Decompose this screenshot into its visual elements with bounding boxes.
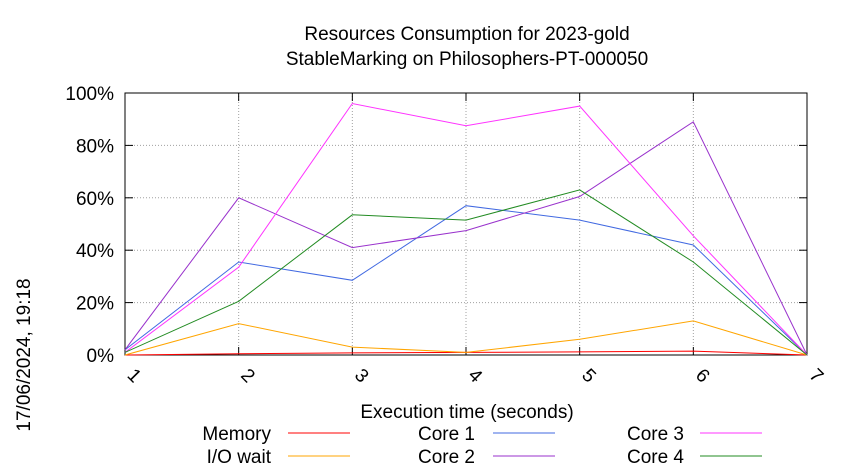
- legend-entry: Core 1: [418, 424, 555, 445]
- x-tick-label: 6: [691, 365, 713, 387]
- chart-subtitle: StableMarking on Philosophers-PT-000050: [286, 49, 648, 70]
- x-tick-label: 2: [236, 365, 258, 387]
- legend-entry: Memory: [202, 424, 350, 445]
- x-tick-label: 5: [577, 365, 599, 387]
- y-tick-label: 100%: [65, 84, 114, 105]
- y-tick-label: 60%: [76, 189, 114, 210]
- x-tick-label: 1: [123, 365, 145, 387]
- legend-entry: Core 2: [418, 447, 555, 468]
- legend-label: Memory: [202, 424, 271, 445]
- legend-entry: Core 3: [627, 424, 762, 445]
- legend-label: Core 3: [627, 424, 684, 445]
- series-line-core-1: [124, 205, 808, 356]
- legend-label: Core 1: [418, 424, 475, 445]
- y-tick-label: 40%: [76, 241, 114, 262]
- grid: [125, 93, 807, 355]
- x-axis-label: Execution time (seconds): [360, 402, 573, 423]
- x-axis: 1 2 3 4 5 6 7: [123, 93, 827, 388]
- legend-entry: I/O wait: [207, 447, 350, 468]
- series-line-i-o-wait: [124, 320, 808, 356]
- legend-label: Core 2: [418, 447, 475, 468]
- series-line-core-4: [124, 189, 808, 356]
- x-tick-label: 7: [805, 365, 827, 387]
- y-tick-label: 20%: [76, 294, 114, 315]
- x-tick-label: 3: [350, 365, 372, 387]
- x-tick-label: 4: [464, 365, 487, 388]
- legend-entry: Core 4: [627, 447, 762, 468]
- y-axis: 0% 20% 40% 60% 80% 100%: [65, 84, 807, 367]
- series-line-core-2: [124, 121, 808, 356]
- y-tick-label: 0%: [87, 346, 115, 367]
- chart-title: Resources Consumption for 2023-gold: [304, 24, 629, 45]
- timestamp-label: 17/06/2024, 19:18: [14, 278, 35, 431]
- legend-label: I/O wait: [207, 447, 272, 468]
- legend-label: Core 4: [627, 447, 684, 468]
- series-lines: [124, 102, 808, 356]
- y-tick-label: 80%: [76, 136, 114, 157]
- series-line-core-3: [124, 102, 808, 356]
